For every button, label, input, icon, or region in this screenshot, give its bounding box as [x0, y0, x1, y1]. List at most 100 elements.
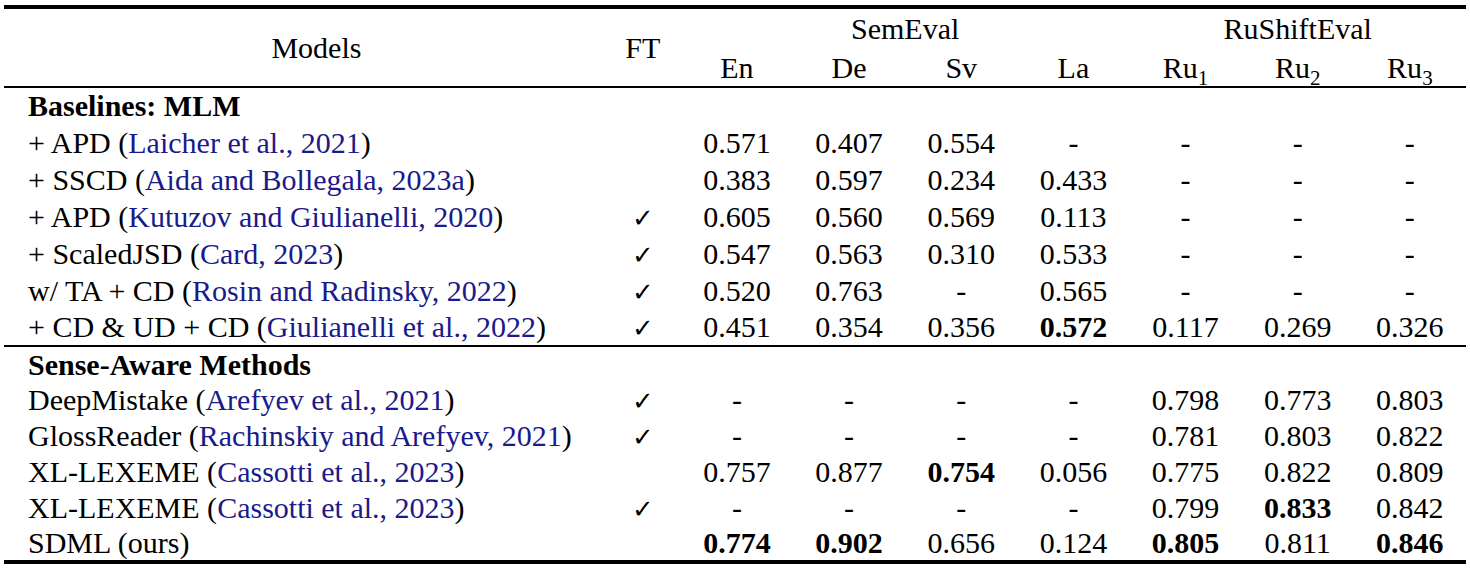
citation-link[interactable]: Cassotti et al., 2023 — [217, 455, 454, 488]
score-cell: 0.269 — [1242, 309, 1354, 346]
table-row: + APD (Kutuzov and Giulianelli, 2020) ✓ 0.… — [4, 198, 1466, 235]
score-cell: 0.310 — [905, 235, 1017, 272]
table-row: DeepMistake (Arefyev et al., 2021)✓----0… — [4, 382, 1466, 418]
model-label: w/ TA + CD (Rosin and Radinsky, 2022) — [4, 272, 605, 309]
score-cell: 0.775 — [1129, 454, 1241, 490]
col-header-sv: Sv — [905, 49, 1017, 87]
score-cell: 0.563 — [793, 235, 905, 272]
ft-empty-cell — [605, 124, 681, 161]
citation-link[interactable]: Rosin and Radinsky, 2022 — [192, 274, 507, 307]
score-cell: 0.451 — [681, 309, 793, 346]
score-cell: - — [1017, 418, 1129, 454]
table-row: + ScaledJSD (Card, 2023) ✓ 0.5470.5630.310… — [4, 235, 1466, 272]
score-cell: 0.781 — [1129, 418, 1241, 454]
score-cell: - — [1129, 235, 1241, 272]
models-column-header: Models — [4, 7, 605, 87]
score-cell: 0.809 — [1354, 454, 1466, 490]
score-cell: - — [1129, 124, 1241, 161]
score-cell: 0.326 — [1354, 309, 1466, 346]
score-cell: - — [681, 418, 793, 454]
score-cell: - — [793, 418, 905, 454]
score-cell: 0.798 — [1129, 382, 1241, 418]
score-cell: - — [1242, 235, 1354, 272]
ft-checkmark: ✓ — [605, 235, 681, 272]
citation-link[interactable]: Card, 2023 — [200, 237, 333, 270]
score-cell: 0.433 — [1017, 161, 1129, 198]
citation-link[interactable]: Laicher et al., 2021 — [128, 126, 360, 159]
score-cell: 0.056 — [1017, 454, 1129, 490]
score-cell: - — [793, 382, 905, 418]
col-header-ru1: Ru1 — [1129, 49, 1241, 87]
citation-link[interactable]: Arefyev et al., 2021 — [205, 383, 444, 416]
score-cell: - — [905, 490, 1017, 526]
score-cell: 0.356 — [905, 309, 1017, 346]
model-label: + ScaledJSD (Card, 2023) — [4, 235, 605, 272]
citation-link[interactable]: Aida and Bollegala, 2023a — [145, 163, 465, 196]
score-cell: 0.754 — [905, 454, 1017, 490]
score-cell: 0.354 — [793, 309, 905, 346]
citation-link[interactable]: Kutuzov and Giulianelli, 2020 — [128, 200, 493, 233]
score-cell: 0.877 — [793, 454, 905, 490]
checkmark-icon: ✓ — [632, 313, 654, 343]
score-cell: - — [1017, 382, 1129, 418]
score-cell: 0.407 — [793, 124, 905, 161]
score-cell: 0.572 — [1017, 309, 1129, 346]
score-cell: 0.124 — [1017, 526, 1129, 562]
model-label: DeepMistake (Arefyev et al., 2021) — [4, 382, 605, 418]
col-header-de: De — [793, 49, 905, 87]
group-header-semeval: SemEval — [681, 7, 1130, 49]
col-header-ru3: Ru3 — [1354, 49, 1466, 87]
table-body: Baselines: MLM+ APD (Laicher et al., 202… — [4, 87, 1466, 562]
score-cell: - — [681, 382, 793, 418]
score-cell: - — [1129, 198, 1241, 235]
score-cell: - — [1242, 124, 1354, 161]
score-cell: 0.805 — [1129, 526, 1241, 562]
score-cell: - — [1242, 272, 1354, 309]
score-cell: 0.117 — [1129, 309, 1241, 346]
score-cell: 0.547 — [681, 235, 793, 272]
ft-checkmark: ✓ — [605, 309, 681, 346]
ft-checkmark: ✓ — [605, 418, 681, 454]
score-cell: 0.554 — [905, 124, 1017, 161]
score-cell: 0.605 — [681, 198, 793, 235]
score-cell: - — [1354, 272, 1466, 309]
citation-link[interactable]: Rachinskiy and Arefyev, 2021 — [199, 419, 562, 452]
score-cell: 0.533 — [1017, 235, 1129, 272]
model-label: + SSCD (Aida and Bollegala, 2023a) — [4, 161, 605, 198]
score-cell: - — [1129, 272, 1241, 309]
ft-checkmark: ✓ — [605, 382, 681, 418]
checkmark-icon: ✓ — [632, 240, 654, 270]
score-cell: 0.822 — [1242, 454, 1354, 490]
model-label: XL-LEXEME (Cassotti et al., 2023) — [4, 454, 605, 490]
model-label: + APD (Kutuzov and Giulianelli, 2020) — [4, 198, 605, 235]
score-cell: 0.113 — [1017, 198, 1129, 235]
model-label: XL-LEXEME (Cassotti et al., 2023) — [4, 490, 605, 526]
table-row: SDML (ours)0.7740.9020.6560.1240.8050.81… — [4, 526, 1466, 562]
table-row: XL-LEXEME (Cassotti et al., 2023)0.7570.… — [4, 454, 1466, 490]
score-cell: 0.569 — [905, 198, 1017, 235]
score-cell: 0.833 — [1242, 490, 1354, 526]
score-cell: 0.803 — [1354, 382, 1466, 418]
score-cell: 0.757 — [681, 454, 793, 490]
ft-checkmark: ✓ — [605, 490, 681, 526]
checkmark-icon: ✓ — [632, 203, 654, 233]
score-cell: - — [905, 382, 1017, 418]
results-table: Models FT SemEval RuShiftEval EnDeSvLaRu… — [4, 5, 1466, 564]
score-cell: - — [1017, 124, 1129, 161]
score-cell: 0.803 — [1242, 418, 1354, 454]
citation-link[interactable]: Cassotti et al., 2023 — [217, 491, 454, 524]
model-label: + CD & UD + CD (Giulianelli et al., 2022… — [4, 309, 605, 346]
score-cell: - — [1017, 490, 1129, 526]
checkmark-icon: ✓ — [632, 277, 654, 307]
model-label: SDML (ours) — [4, 526, 605, 562]
section-title: Baselines: MLM — [4, 87, 1466, 124]
score-cell: - — [1129, 161, 1241, 198]
section-title: Sense-Aware Methods — [4, 346, 1466, 382]
score-cell: - — [1354, 124, 1466, 161]
score-cell: - — [1242, 161, 1354, 198]
citation-link[interactable]: Giulianelli et al., 2022 — [267, 310, 536, 343]
score-cell: 0.597 — [793, 161, 905, 198]
checkmark-icon: ✓ — [632, 386, 654, 416]
checkmark-icon: ✓ — [632, 494, 654, 524]
score-cell: 0.383 — [681, 161, 793, 198]
